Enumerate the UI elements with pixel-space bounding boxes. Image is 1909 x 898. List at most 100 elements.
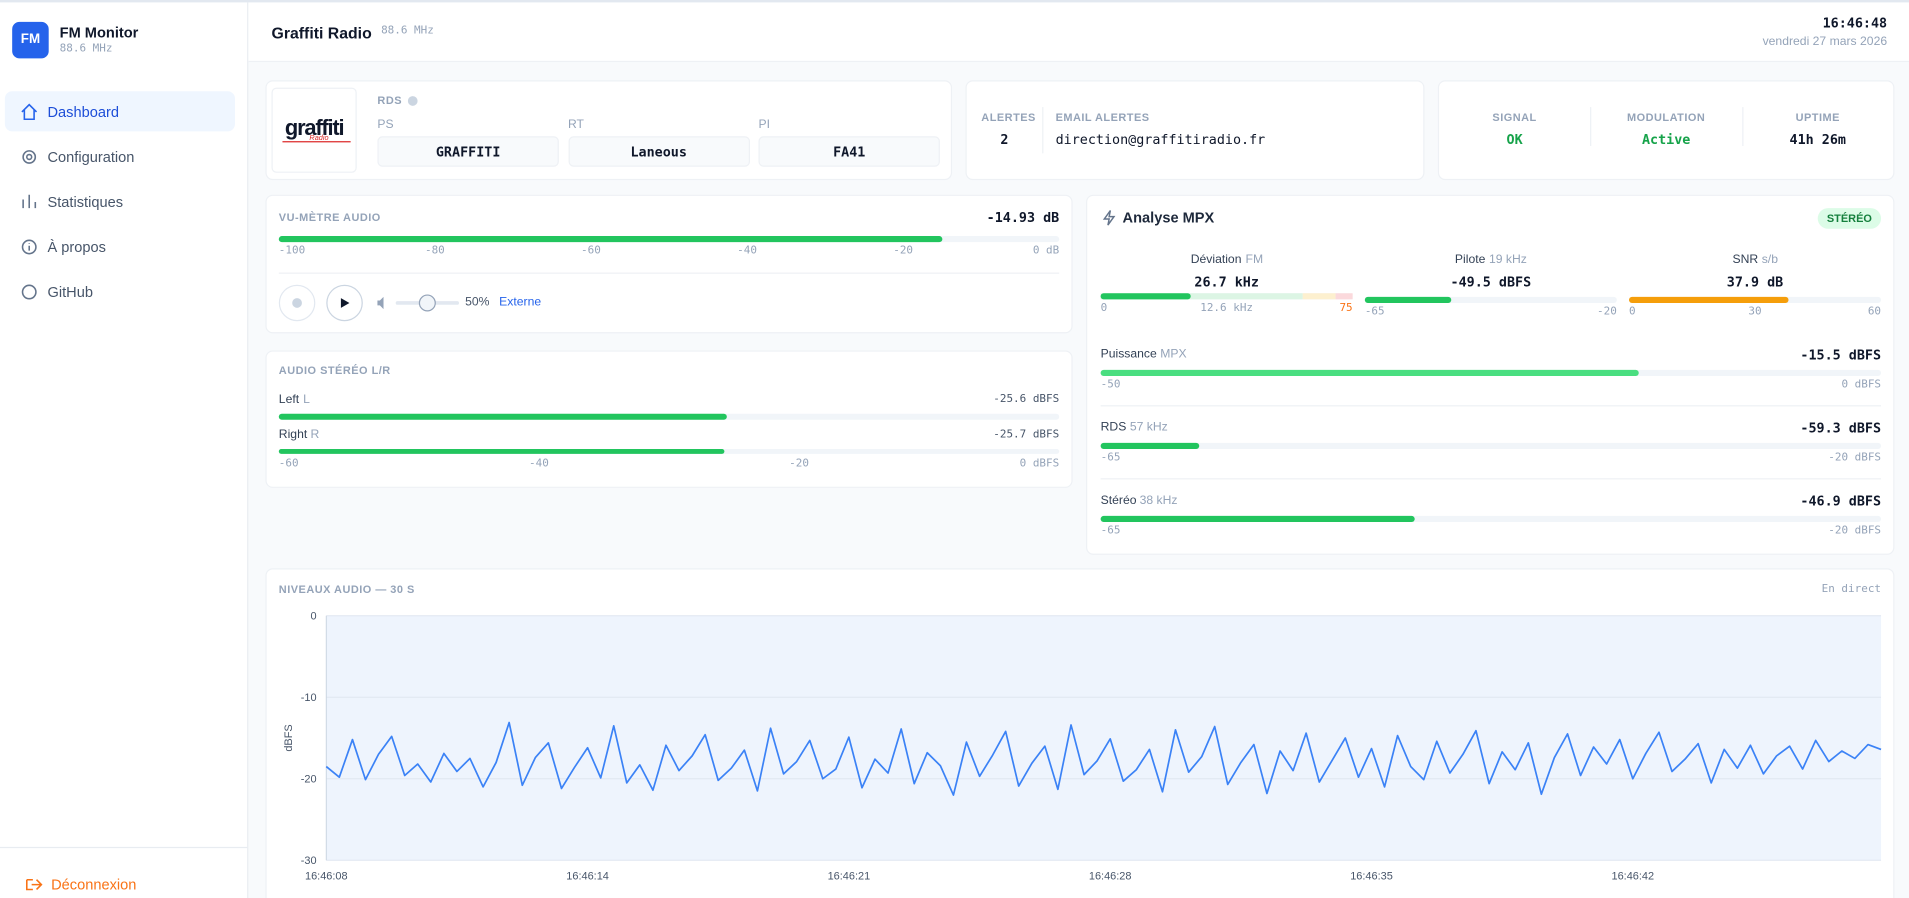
x-tick-label: 16:46:21 [828,871,871,883]
mpx-icon [1102,210,1116,226]
meter-unit: 19 kHz [1489,253,1527,267]
meter-value: 26.7 kHz [1194,274,1259,291]
meter-tick-label: -60 [581,245,601,258]
nav-item[interactable]: À propos [47,238,106,256]
meter-unit: 57 kHz [1129,421,1168,435]
rds-field-label: PS [377,118,394,132]
x-tick-label: 16:46:28 [1089,871,1132,883]
meter-tick-label: -65 [1100,452,1121,465]
line-series [325,721,1882,796]
status-label: MODULATION [1626,111,1706,124]
plot-area [326,615,1882,861]
meter-tick-label: -65 [1100,525,1121,538]
record-icon [292,298,302,308]
volume-label: 50% [465,295,490,310]
rds-field-box [758,136,940,167]
x-tick-label: 16:46:14 [566,871,609,883]
rds-field-value: FA41 [833,144,866,161]
logo-subtext: Radio [309,135,329,143]
stereo-title: AUDIO STÉRÉO L/R [278,364,391,377]
divider [1042,107,1044,154]
nav-item[interactable]: Configuration [47,148,135,166]
logo-wordmark: graffiti [284,115,345,140]
meter-tick-label: 0 dB [1032,245,1060,258]
y-tick-label: -10 [301,692,317,704]
nav-item[interactable]: Dashboard [47,103,119,121]
logout[interactable]: Déconnexion [51,876,137,894]
rds-field-value: Laneous [630,144,687,161]
rds-field-box [377,136,559,167]
station-logo [271,87,357,173]
separator [1100,405,1882,407]
nav-icons [21,103,43,891]
meter-unit: s/b [1761,253,1778,267]
icon-stats [22,194,37,209]
meter-tick-label: -40 [529,458,549,471]
meter-tick-label: -100 [278,245,306,258]
email-label: EMAIL ALERTES [1055,111,1150,124]
separator [0,846,248,849]
nav-item[interactable]: Statistiques [47,193,124,211]
status-value: OK [1506,132,1523,148]
meter-fill [1100,369,1640,376]
rds-field-label: RT [567,118,584,132]
channel-value: -25.6 dBFS [993,393,1060,406]
y-tick-label: -20 [301,773,317,785]
app-frequency: 88.6 MHz [59,43,113,56]
icon-home [21,103,38,121]
stereo-badge [1817,208,1882,229]
vu-value: -14.93 dB [986,209,1060,226]
meter-value: -46.9 dBFS [1800,493,1882,510]
meter-tick-label: 0 dBFS [1841,379,1882,392]
logo-badge [12,21,49,59]
divider [1742,107,1744,147]
divider [1590,107,1592,147]
sidebar [0,2,249,898]
icon-github [21,284,37,300]
stereo-card [265,350,1073,488]
meter-value: -59.3 dBFS [1800,420,1882,437]
meter-zone [1100,293,1303,299]
meter-tick-label: 0 [1629,306,1636,319]
meter-fill [1100,442,1200,449]
meter-value: 37.9 dB [1726,274,1784,291]
mpx-title: Analyse MPX [1122,209,1215,227]
logo-line [282,141,351,143]
rds-field-box [567,136,750,167]
meter-fill [278,236,943,243]
channel-name: Left [278,393,300,407]
meter-unit: 38 kHz [1139,494,1178,508]
meter-name: Pilote [1454,253,1486,267]
mpx-badge: STÉRÉO [1826,211,1872,224]
chart-status: En direct [1821,583,1882,596]
meter-fill [1100,293,1191,299]
meter-zone [1335,293,1353,299]
play-icon [340,298,350,308]
rds-dot [407,96,418,106]
meter-tick-label: 60 [1867,306,1882,319]
rds-title: RDS [377,94,403,107]
status-value: Active [1641,132,1691,148]
icon-gear [25,153,33,161]
meter-track [1364,296,1617,303]
meter-tick-label: -20 [789,458,809,471]
rds-field-value: GRAFFITI [435,144,501,161]
meter-fill [1100,515,1415,522]
x-tick-label: 16:46:35 [1350,871,1393,883]
header [248,2,1909,63]
meter-tick-label: -20 [1597,306,1617,319]
meter-tick-label: -20 dBFS [1828,525,1882,538]
meter-name: SNR [1732,253,1759,267]
meter-tick-label: -60 [278,458,299,471]
meter-tick-label: 0 [1100,302,1108,315]
meter-unit: MPX [1160,348,1187,362]
volume-knob[interactable] [418,294,436,312]
nav-item[interactable]: GitHub [47,283,93,301]
icon-gear [22,150,37,164]
source[interactable]: Externe [499,295,542,310]
meter-name: Stéréo [1100,494,1137,508]
nav-active[interactable] [4,91,235,132]
